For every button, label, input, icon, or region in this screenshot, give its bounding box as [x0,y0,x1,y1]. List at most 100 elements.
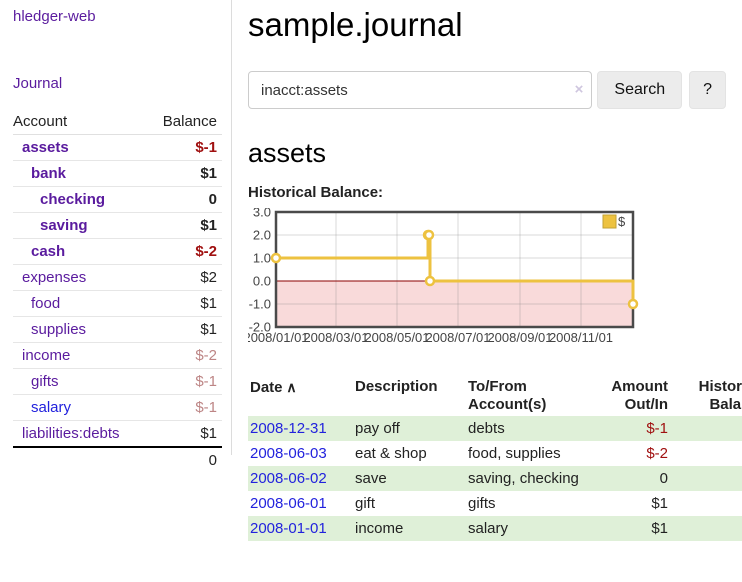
transaction-description: eat & shop [355,445,427,462]
account-balance: $-1 [147,134,222,161]
account-link[interactable]: saving [40,217,88,234]
account-column-header: Account [13,109,148,135]
register-row: 2008-06-01 gift gifts $1$2 [248,491,742,516]
account-link[interactable]: income [22,347,71,364]
transaction-date-link[interactable]: 2008-12-31 [250,420,327,437]
transaction-balance: $1 [672,516,742,541]
transaction-date-cell: 2008-12-31 [248,416,351,441]
account-tree: Account Balance assets $-1 bank $1 checking 0… [13,109,222,473]
svg-text:2008/11/01: 2008/11/01 [549,330,613,345]
register-row: 2008-01-01 income salary $1$1 [248,516,742,541]
register-table: Date ∧ Description To/From Account(s) Amoun… [248,376,742,541]
account-link[interactable]: liabilities:debts [22,425,120,442]
app-title-link[interactable]: hledger-web [13,8,96,25]
app-title: hledger-web [13,8,222,25]
account-balance: $-1 [147,394,222,421]
account-link[interactable]: bank [31,165,67,182]
sidebar: hledger-web Journal Account Balance asse… [0,0,232,473]
transaction-accounts: saving, checking [468,470,579,487]
transaction-date-link[interactable]: 2008-01-01 [250,520,327,537]
account-total-spacer [13,446,148,473]
account-link[interactable]: food [31,295,61,312]
sort-asc-icon: ∧ [282,379,297,395]
register-row: 2008-06-03 eat & shop food, supplies $-20 [248,441,742,466]
search-form: × Search ? [248,71,726,109]
transaction-balance: 0 [672,441,742,466]
clear-search-icon[interactable]: × [574,81,584,98]
account-link[interactable]: cash [31,243,66,260]
account-row: supplies $1 [13,316,222,343]
transaction-date-link[interactable]: 2008-06-02 [250,470,327,487]
account-balance: $1 [147,160,222,187]
register-col-date[interactable]: Date ∧ [250,379,297,396]
svg-text:2008/05/01: 2008/05/01 [364,330,429,345]
transaction-description: gift [355,495,376,512]
balance-column-header: Balance [147,109,222,135]
account-row: salary $-1 [13,394,222,421]
transaction-accounts: food, supplies [468,445,561,462]
transaction-amount: $1 [651,520,668,537]
account-tree-body: assets $-1 bank $1 checking 0 saving $1 cash $-2 e… [13,134,222,448]
transaction-balance: $2 [672,466,742,491]
account-tree-header: Account Balance [13,109,222,135]
transaction-date-cell: 2008-06-02 [248,466,351,491]
account-row: gifts $-1 [13,368,222,395]
journal-link[interactable]: Journal [13,75,63,92]
transaction-description: income [355,520,404,537]
account-balance: $-2 [147,238,222,265]
svg-text:2008/03/01: 2008/03/01 [303,330,368,345]
transaction-accounts: gifts [468,495,496,512]
account-balance: $2 [147,264,222,291]
account-row: cash $-2 [13,238,222,265]
transaction-date-link[interactable]: 2008-06-01 [250,495,327,512]
register-header-row: Date ∧ Description To/From Account(s) Amoun… [248,376,742,416]
transaction-amount: $1 [651,495,668,512]
register-col-amount: Amount Out/In [611,378,668,413]
svg-text:$: $ [618,214,626,229]
svg-text:2008/01/01: 2008/01/01 [248,330,309,345]
transaction-date-cell: 2008-06-03 [248,441,351,466]
help-button[interactable]: ? [689,71,726,109]
account-row: assets $-1 [13,134,222,161]
chart-title: Historical Balance: [248,184,384,201]
account-row: liabilities:debts $1 [13,420,222,448]
svg-text:-2.0: -2.0 [249,320,271,335]
account-row: checking 0 [13,186,222,213]
svg-text:0.0: 0.0 [253,274,271,289]
svg-text:2008/07/01: 2008/07/01 [425,330,490,345]
transaction-amount: $-1 [646,420,668,437]
account-link[interactable]: assets [22,139,69,156]
svg-text:2.0: 2.0 [253,228,271,243]
account-link[interactable]: gifts [31,373,59,390]
account-link[interactable]: salary [31,399,72,416]
transaction-description: save [355,470,387,487]
account-row: expenses $2 [13,264,222,291]
historical-balance-chart: $3.0 2.0 1.0 0.0 -1.0 -2.0 2008/01/01 2008/03/0… [243,205,726,355]
search-field-wrap: × [248,71,593,109]
transaction-date-cell: 2008-06-01 [248,491,351,516]
search-input[interactable] [248,71,593,109]
account-link[interactable]: checking [40,191,106,208]
transaction-description: pay off [355,420,400,437]
account-row: bank $1 [13,160,222,187]
account-row: income $-2 [13,342,222,369]
register-body: 2008-12-31 pay off debts $-1$-1 2008-06-03 ea… [248,416,742,541]
svg-text:1.0: 1.0 [253,251,271,266]
main-content: sample.journal × Search ? assets Histori… [232,6,742,541]
transaction-amount: 0 [659,470,668,487]
account-balance: $1 [147,420,222,448]
transaction-accounts: salary [468,520,509,537]
search-button[interactable]: Search [597,71,683,109]
transaction-balance: $-1 [672,416,742,441]
account-total-row: 0 [13,446,222,473]
register-row: 2008-12-31 pay off debts $-1$-1 [248,416,742,441]
transaction-date-link[interactable]: 2008-06-03 [250,445,327,462]
svg-text:2008/09/01: 2008/09/01 [487,330,552,345]
account-balance: $-1 [147,368,222,395]
account-row: food $1 [13,290,222,317]
account-balance: $-2 [147,342,222,369]
svg-text:-1.0: -1.0 [249,297,271,312]
account-link[interactable]: supplies [31,321,87,338]
account-link[interactable]: expenses [22,269,87,286]
